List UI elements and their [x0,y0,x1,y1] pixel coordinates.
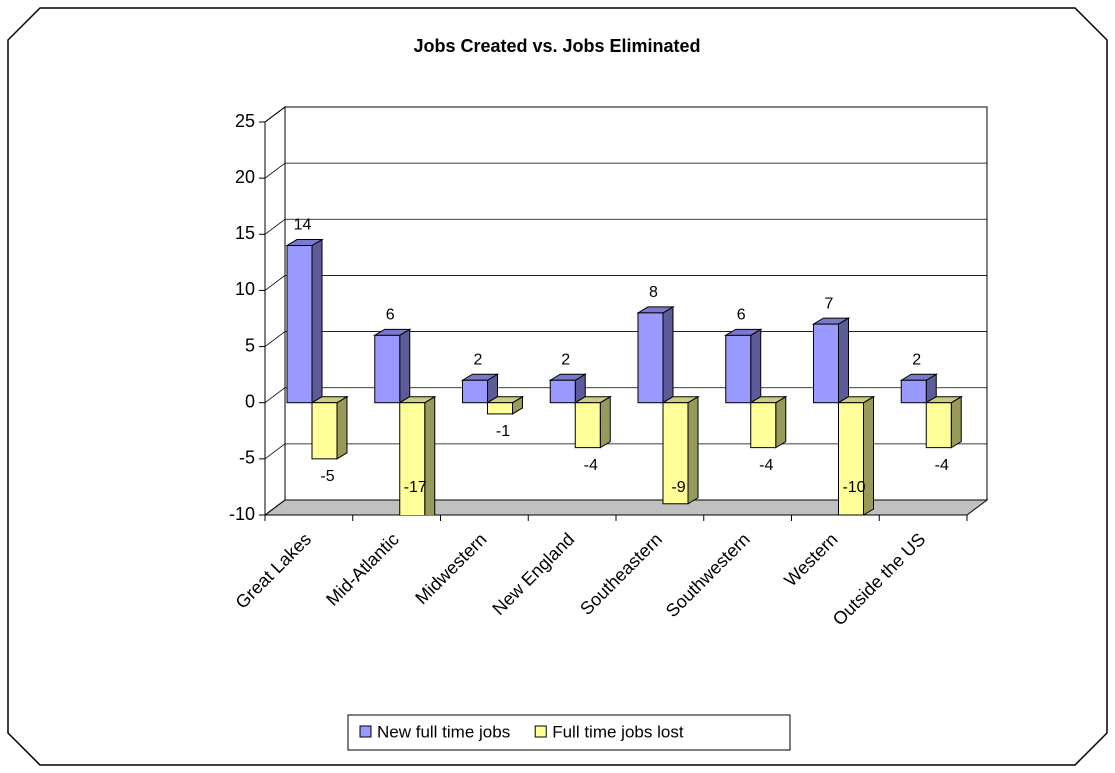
bar [637,312,664,404]
value-label: -4 [759,457,773,474]
bar [838,402,864,515]
bar-side [750,328,762,404]
bar [725,334,752,404]
y-tick-label: 0 [245,391,255,411]
bar-side [863,395,874,515]
grid-line-side [264,499,286,516]
bar [925,402,952,449]
y-tick-label: 10 [235,279,255,299]
value-label: -4 [584,457,598,474]
y-tick-label: 20 [235,167,255,187]
value-label: 14 [294,217,312,234]
bar [662,402,689,505]
y-tick-label: 5 [245,335,255,355]
bars [285,238,964,515]
y-tick-label: 15 [235,223,255,243]
grid-line-side [264,162,286,179]
bar [286,245,313,404]
legend-swatch [359,725,372,738]
value-label: -5 [320,468,334,485]
bar [311,402,338,460]
value-label: 2 [474,351,483,368]
y-tick-label: 25 [235,111,255,131]
bar-side [599,395,611,449]
back-wall [284,106,988,501]
value-label: 2 [561,351,570,368]
bar [549,379,576,404]
legend-label: Full time jobs lost [552,722,684,741]
value-label: -1 [496,423,510,440]
floor [263,499,989,516]
bar-side [687,395,699,505]
value-label: 6 [737,307,746,324]
value-label: 8 [649,284,658,301]
bar-side [399,328,411,404]
y-tick-label: -10 [229,504,255,524]
legend-box [347,714,791,751]
grid-line-side [264,443,286,460]
value-label: -4 [935,457,949,474]
value-label: 7 [825,295,834,312]
chart-title: Jobs Created vs. Jobs Eliminated [413,36,700,56]
bar [813,323,839,404]
bar [900,379,927,404]
bar [399,402,426,515]
grid-line-side [264,387,286,404]
grid-line-side [264,218,286,235]
value-label: -17 [404,479,427,496]
bar-side [838,317,849,404]
bar [374,334,401,404]
y-tick-label: -5 [239,448,255,468]
value-label: -9 [671,479,685,496]
value-label: 6 [386,307,395,324]
bar [750,402,777,449]
value-label: -10 [842,479,865,496]
bar [462,379,488,404]
bar-side [950,395,962,449]
side-wall [264,106,286,516]
bar [487,402,513,415]
bar-side [662,306,674,404]
grid-line-side [264,275,286,291]
bar-side [336,395,348,460]
value-label: 2 [912,351,921,368]
grid-line-side [264,106,286,123]
legend-swatch [534,725,547,738]
grid-line-side [264,331,286,347]
bar-side [775,395,787,449]
legend-label: New full time jobs [377,722,510,741]
bar [574,402,601,449]
bar-side [311,238,323,404]
